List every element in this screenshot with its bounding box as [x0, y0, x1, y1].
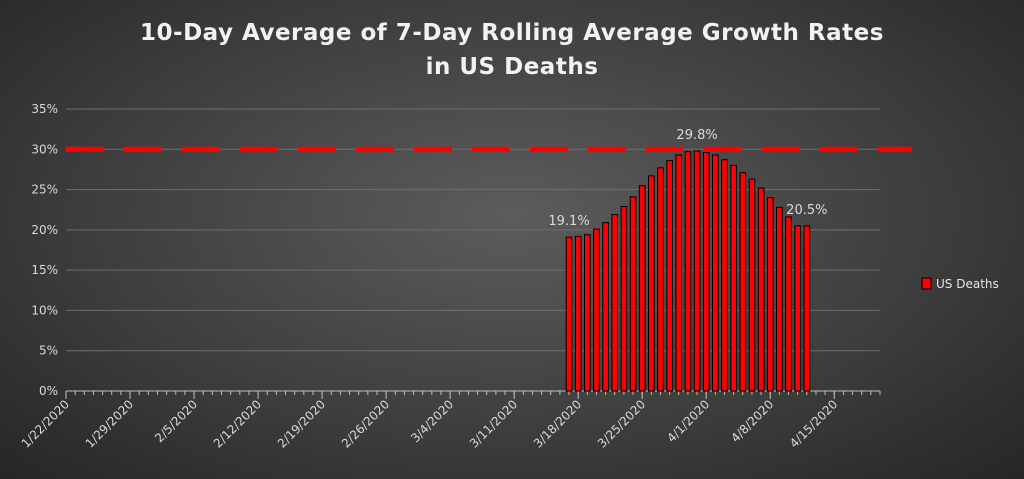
y-tick-label: 10%: [31, 303, 58, 317]
bar: [739, 172, 747, 392]
x-tick-label: 3/25/2020: [595, 397, 648, 450]
bar: [757, 187, 765, 392]
x-tick-label: 1/29/2020: [83, 397, 136, 450]
x-tick-label: 2/26/2020: [339, 397, 392, 450]
x-tick-label: 3/18/2020: [531, 397, 584, 450]
x-tick-label: 2/19/2020: [275, 397, 328, 450]
bar: [611, 214, 619, 392]
bar: [620, 205, 628, 392]
bar: [702, 152, 710, 392]
y-tick-label: 35%: [31, 102, 58, 116]
bar: [638, 185, 646, 392]
legend-swatch: [921, 277, 932, 290]
x-tick-label: 4/15/2020: [787, 397, 840, 450]
bar: [565, 236, 573, 392]
legend-label: US Deaths: [936, 277, 999, 291]
x-tick-label: 4/1/2020: [664, 397, 712, 445]
bar: [785, 216, 792, 392]
data-label: 19.1%: [548, 214, 589, 229]
data-label: 29.8%: [676, 128, 717, 143]
x-tick-label: 3/11/2020: [467, 397, 520, 450]
y-tick-label: 5%: [39, 344, 58, 358]
bar: [693, 150, 701, 392]
data-label: 20.5%: [786, 203, 827, 218]
chart-title-line-1: 10-Day Average of 7-Day Rolling Average …: [140, 20, 884, 46]
bar: [684, 151, 692, 392]
bar: [721, 159, 728, 392]
chart-title-line-2: in US Deaths: [425, 54, 599, 80]
bar: [574, 235, 582, 392]
bar: [666, 160, 673, 392]
y-tick-label: 0%: [39, 384, 58, 398]
bar: [776, 206, 783, 392]
bar: [593, 228, 600, 392]
bar: [675, 154, 683, 392]
bar: [583, 234, 591, 392]
x-tick-label: 1/22/2020: [19, 397, 72, 450]
chart-title: 10-Day Average of 7-Day Rolling Average …: [0, 16, 1024, 84]
x-tick-label: 2/5/2020: [152, 397, 200, 445]
x-tick-label: 4/8/2020: [728, 397, 776, 445]
bar: [748, 178, 756, 392]
bar: [657, 167, 664, 392]
y-tick-label: 20%: [31, 223, 58, 237]
y-tick-label: 30%: [31, 142, 58, 156]
bar: [712, 154, 719, 392]
bar: [730, 164, 737, 392]
y-tick-label: 25%: [31, 183, 58, 197]
x-tick-label: 3/4/2020: [408, 397, 456, 445]
bar: [766, 197, 774, 392]
bar: [794, 225, 802, 392]
bar: [803, 225, 811, 392]
y-tick-label: 15%: [31, 263, 58, 277]
x-tick-label: 2/12/2020: [211, 397, 264, 450]
bar: [629, 196, 637, 392]
bar: [602, 222, 609, 392]
bar: [648, 175, 655, 392]
